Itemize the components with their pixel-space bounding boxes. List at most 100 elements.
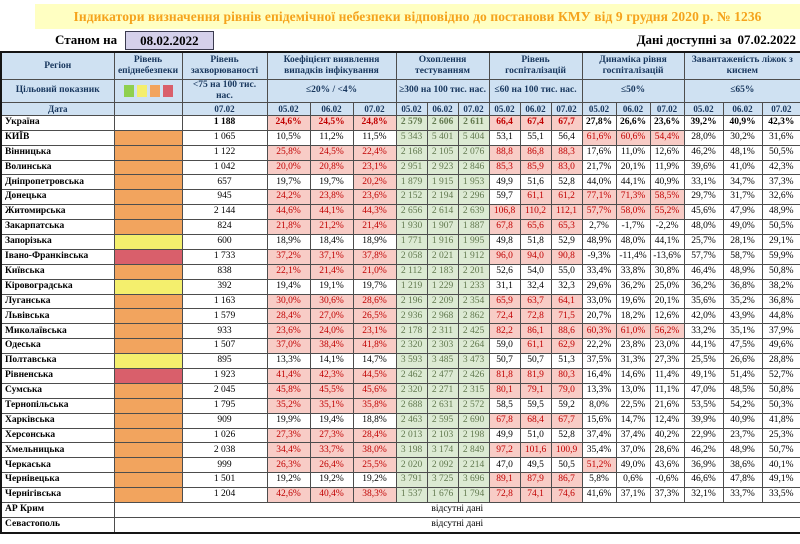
epid-level-cell — [113, 397, 183, 414]
table-row: Чернівецька 1 501 19,2% 19,2% 19,2% 3 791 3 72… — [0, 472, 800, 489]
dynamics-cell: 15,6% — [581, 412, 617, 429]
hospitalization-cell: 51,8 — [519, 233, 552, 250]
beds-cell: 49,1% — [683, 367, 724, 384]
beds-cell: 48,9% — [722, 263, 763, 280]
detection-cell: 24,5% — [309, 114, 354, 131]
beds-cell: 50,8% — [761, 382, 800, 399]
detection-cell: 23,8% — [309, 189, 354, 206]
hospitalization-cell: 85,9 — [519, 159, 552, 176]
beds-cell: 40,9% — [722, 412, 763, 429]
hospitalization-cell: 51,6 — [519, 174, 552, 191]
date-row: Дата 07.02 05.02 06.02 07.02 05.02 06.02 07.0… — [0, 101, 800, 116]
beds-cell: 46,4% — [683, 263, 724, 280]
detection-cell: 38,3% — [352, 487, 397, 503]
beds-cell: 30,2% — [722, 129, 763, 146]
hospitalization-cell: 67,7 — [550, 114, 583, 131]
incidence-cell: 1 507 — [181, 338, 268, 355]
testing-cell: 2 477 — [426, 367, 459, 384]
epid-level-cell — [113, 114, 183, 131]
detection-cell: 26,4% — [309, 457, 354, 474]
table-row: Львівська 1 579 28,4% 27,0% 26,5% 2 936 2 968 2… — [0, 308, 800, 325]
dynamics-cell: 28,6% — [649, 442, 685, 459]
date-cell: 05.02 — [683, 101, 724, 116]
beds-cell: 47,8% — [722, 472, 763, 489]
testing-cell: 3 198 — [395, 442, 428, 459]
hospitalization-cell: 88,3 — [550, 144, 583, 161]
detection-cell: 27,0% — [309, 308, 354, 325]
dynamics-cell: 55,2% — [649, 204, 685, 221]
detection-cell: 19,1% — [309, 278, 354, 295]
detection-cell: 24,5% — [309, 144, 354, 161]
testing-cell: 3 725 — [426, 472, 459, 489]
testing-cell: 2 168 — [395, 144, 428, 161]
dynamics-cell: 44,1% — [649, 233, 685, 250]
hospitalization-cell: 83,0 — [550, 159, 583, 176]
target-dynamics: ≤50% — [581, 79, 685, 103]
beds-cell: 33,5% — [761, 487, 800, 503]
detection-cell: 37,0% — [266, 338, 311, 355]
epid-level-cell — [113, 353, 183, 369]
beds-cell: 31,7% — [722, 189, 763, 206]
detection-cell: 18,4% — [309, 233, 354, 250]
table-row: Черкаська 999 26,3% 26,4% 25,5% 2 020 2 092 2 2… — [0, 457, 800, 474]
dynamics-cell: 22,2% — [581, 338, 617, 355]
beds-cell: 37,3% — [761, 174, 800, 191]
testing-cell: 2 214 — [457, 457, 490, 474]
hospitalization-cell: 64,1 — [550, 293, 583, 310]
hospitalization-cell: 59,7 — [488, 189, 521, 206]
hospitalization-cell: 67,4 — [519, 114, 552, 131]
region-name-cell: Черкаська — [0, 457, 115, 474]
beds-cell: 57,7% — [683, 248, 724, 265]
detection-cell: 30,0% — [266, 293, 311, 310]
testing-cell: 2 968 — [426, 308, 459, 325]
table-row: АР Крим відсутні дані — [0, 502, 800, 518]
detection-cell: 19,7% — [309, 174, 354, 191]
table-row: Луганська 1 163 30,0% 30,6% 28,6% 2 196 2 209 2… — [0, 293, 800, 310]
date-cell: 07.02 — [649, 101, 685, 116]
region-name-cell: Україна — [0, 114, 115, 131]
testing-cell: 2 688 — [395, 397, 428, 414]
detection-cell: 19,2% — [309, 472, 354, 489]
no-data-cell: відсутні дані — [113, 502, 800, 518]
testing-cell: 3 485 — [426, 353, 459, 369]
hospitalization-cell: 88,6 — [550, 323, 583, 340]
hospitalization-cell: 50,7 — [488, 353, 521, 369]
beds-cell: 26,6% — [722, 353, 763, 369]
detection-cell: 44,1% — [309, 204, 354, 221]
incidence-cell: 1 795 — [181, 397, 268, 414]
dynamics-cell: 60,3% — [581, 323, 617, 340]
beds-cell: 32,6% — [761, 189, 800, 206]
hospitalization-cell: 87,9 — [519, 472, 552, 489]
epid-level-cell — [113, 159, 183, 176]
beds-cell: 41,8% — [761, 412, 800, 429]
region-name-cell: Житомирська — [0, 204, 115, 221]
table-row: Запорізька 600 18,9% 18,4% 18,9% 1 771 1 916 1 … — [0, 233, 800, 250]
hospitalization-cell: 86,7 — [550, 472, 583, 489]
detection-cell: 25,8% — [266, 144, 311, 161]
dynamics-cell: 61,0% — [615, 323, 651, 340]
dynamics-cell: 33,4% — [581, 263, 617, 280]
detection-cell: 28,4% — [266, 308, 311, 325]
detection-cell: 11,5% — [352, 129, 397, 146]
region-name-cell: Івано-Франківська — [0, 248, 115, 265]
target-hospitalization: ≤60 на 100 тис. нас. — [488, 79, 583, 103]
detection-cell: 19,7% — [266, 174, 311, 191]
hospitalization-cell: 88,8 — [488, 144, 521, 161]
testing-cell: 1 953 — [457, 174, 490, 191]
testing-cell: 2 112 — [395, 263, 428, 280]
dynamics-cell: 48,0% — [615, 233, 651, 250]
dynamics-cell: 21,6% — [649, 397, 685, 414]
region-name-cell: Луганська — [0, 293, 115, 310]
hospitalization-cell: 59,0 — [488, 338, 521, 355]
region-name-cell: Закарпатська — [0, 219, 115, 235]
beds-cell: 36,2% — [683, 278, 724, 295]
dynamics-cell: 12,4% — [649, 412, 685, 429]
incidence-cell: 945 — [181, 189, 268, 206]
detection-cell: 19,4% — [309, 412, 354, 429]
testing-cell: 3 696 — [457, 472, 490, 489]
detection-cell: 33,7% — [309, 442, 354, 459]
region-name-cell: Харківська — [0, 412, 115, 429]
dynamics-cell: 29,6% — [581, 278, 617, 295]
dynamics-cell: -13,6% — [649, 248, 685, 265]
hospitalization-cell: 50,7 — [519, 353, 552, 369]
